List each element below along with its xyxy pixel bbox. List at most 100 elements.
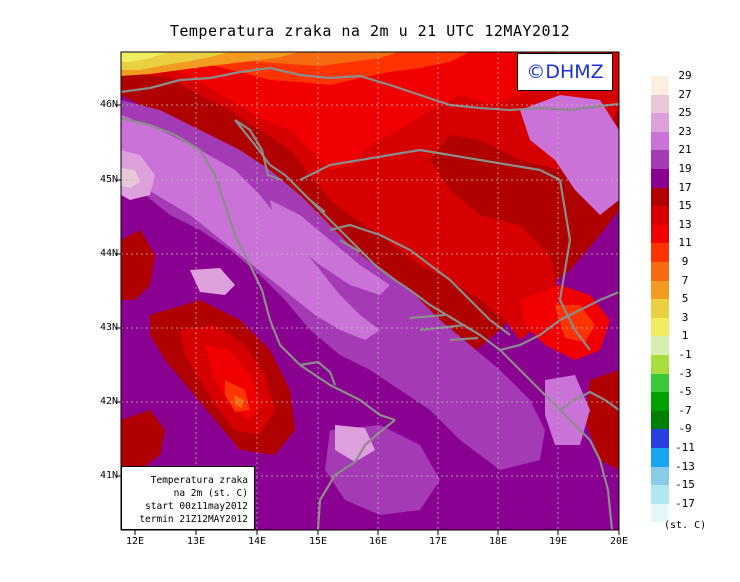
legend-swatch [651,262,669,282]
legend-level-label: 25 [678,106,692,120]
legend-swatch [651,224,669,244]
legend-swatch [651,317,669,337]
island-2 [339,239,361,253]
legend-level-label: 27 [678,87,692,101]
legend-swatch [651,410,669,430]
legend-swatch [651,169,669,189]
island-5 [449,336,479,342]
field-25-south [335,425,375,462]
legend-level-label: 23 [678,124,692,138]
legend-level-label: 21 [678,143,692,157]
border-serbia [558,179,591,351]
legend-level-label: -1 [678,348,692,361]
legend-level-label: 17 [678,180,692,194]
field-3-band [121,52,170,62]
lat-label-44n: 44N [99,248,118,259]
legend-swatch [651,131,669,151]
coastline-balkan [234,119,614,530]
legend-level-label: 3 [681,310,689,324]
coastline-gargano [299,360,337,386]
map-title: Temperatura zraka na 2m u 21 UTC 12MAY20… [169,22,571,40]
lon-label-13e: 13E [186,536,206,547]
lon-label-14e: 14E [247,536,267,547]
legend-swatch [651,94,669,114]
lon-label-19e: 19E [548,536,568,547]
legend-level-label: -13 [675,459,695,473]
legend-swatch [651,373,669,393]
field-sw-17 [121,410,165,470]
coastline-istria [234,119,283,182]
forecast-info-box: Temperatura zraka na 2m (st. C) start 00… [121,466,255,530]
legend-swatch [651,429,669,449]
lat-label-43n: 43N [99,322,118,333]
legend-level-label: 11 [678,236,692,250]
info-termin: termin 21Z12MAY2012 [139,514,248,525]
field-13-band [121,52,560,170]
field-west-17 [121,230,155,300]
border-montenegro [499,290,619,352]
field-27-nw [121,168,140,188]
field-23-ne [520,95,619,215]
legend-level-label: 13 [678,217,692,231]
legend-level-label: 15 [678,199,692,213]
border-croatia-bosnia [299,148,561,181]
lat-label-45n: 45N [99,174,118,185]
legend-swatch [651,466,669,486]
legend-swatch [651,299,669,319]
legend-level-label: -17 [675,496,695,510]
legend-swatch [651,280,669,300]
field-italy-9 [234,395,244,408]
island-1 [309,199,326,213]
legend-level-label: -3 [678,366,692,380]
coastlines [121,66,619,530]
legend-level-label: 5 [681,292,689,306]
lon-label-18e: 18E [488,536,508,547]
graticule [121,52,619,530]
lat-label-46n: 46N [99,99,118,110]
legend-swatch [651,206,669,226]
coastline-italy-east [121,116,396,422]
map-frame [120,51,620,531]
legend-swatch [651,243,669,263]
info-level-unit: na 2m (st. C) [173,488,248,499]
legend-swatch [651,485,669,505]
field-23-central [270,200,390,295]
border-albania [559,390,619,411]
legend-swatch [651,113,669,133]
legend-level-label: 29 [678,69,692,82]
legend-unit: (st. C) [664,520,707,531]
border-bosnia-south [329,223,511,336]
legend-level-label: 19 [678,162,692,175]
field-15-band [121,52,619,340]
lat-label-42n: 42N [99,396,118,407]
dhmz-logo: ©DHMZ [517,53,613,91]
legend-swatch [651,336,669,356]
legend-level-label: 9 [681,255,689,268]
legend-swatch [651,503,669,523]
legend-level-label: 1 [681,329,689,343]
lat-label-41n: 41N [99,470,118,481]
legend-swatch [651,76,669,96]
lon-label-15e: 15E [308,536,328,547]
legend-swatch [651,522,669,542]
info-start: start 00z11may2012 [145,501,248,512]
legend-swatch [651,392,669,412]
lon-label-17e: 17E [428,536,448,547]
legend-level-label: -9 [678,422,692,436]
info-variable: Temperatura zraka [150,475,248,486]
lon-label-16e: 16E [368,536,388,547]
legend-swatch [651,355,669,375]
field-italy-11 [225,380,250,412]
axis-ticks [116,104,620,535]
legend-level-label: 7 [681,273,689,287]
legend-level-label: -5 [678,385,692,399]
coastline-italy-south [316,419,396,530]
legend-level-label: -7 [678,403,692,417]
field-23-adriatic [121,115,380,340]
legend-swatch [651,150,669,170]
legend-swatch [651,448,669,468]
legend-swatch [651,187,669,207]
island-3 [409,313,446,320]
field-east-11 [555,305,595,342]
